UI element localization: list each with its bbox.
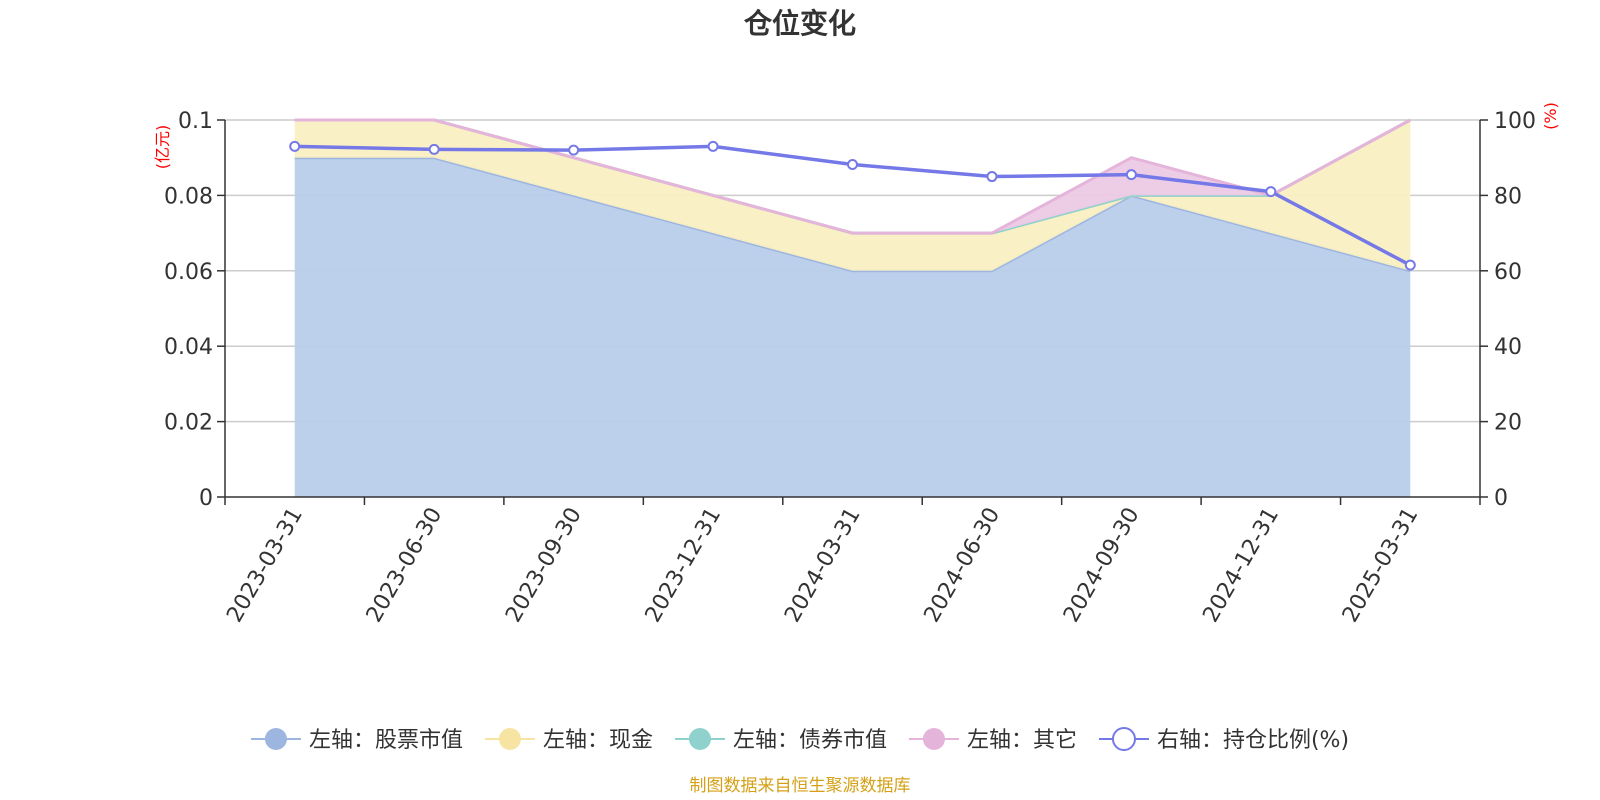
line-point bbox=[1265, 186, 1277, 198]
line-point bbox=[1404, 259, 1416, 271]
stacked-areas bbox=[294, 118, 1411, 497]
line-point bbox=[568, 144, 580, 156]
left-axis-tick-label: 0 bbox=[199, 486, 213, 511]
legend-item: 左轴：现金 bbox=[484, 728, 653, 753]
chart-title: 仓位变化 bbox=[744, 7, 856, 40]
x-axis-tick-label: 2024-09-30 bbox=[1059, 504, 1145, 627]
area-edge-左轴：其它 bbox=[294, 118, 1411, 235]
x-axis-tick-label: 2024-06-30 bbox=[920, 504, 1006, 627]
x-axis-tick-label: 2023-12-31 bbox=[641, 504, 727, 627]
legend-circle-icon bbox=[264, 728, 287, 750]
legend-label: 左轴：股票市值 bbox=[309, 728, 463, 753]
line-point bbox=[707, 140, 719, 152]
source-note: 制图数据来自恒生聚源数据库 bbox=[690, 776, 911, 796]
legend-item: 右轴：持仓比例(%) bbox=[1098, 727, 1349, 753]
area-左轴：股票市值 bbox=[294, 157, 1411, 497]
legend-circle-icon bbox=[922, 728, 945, 750]
legend-item: 左轴：债券市值 bbox=[674, 728, 887, 753]
legend: 左轴：股票市值 左轴：现金 左轴：债券市值 左轴：其它 右轴：持仓比例(%) bbox=[250, 727, 1349, 753]
legend-label: 右轴：持仓比例(%) bbox=[1157, 728, 1349, 753]
right-axis-tick-label: 80 bbox=[1494, 184, 1522, 209]
axes bbox=[217, 119, 1488, 505]
right-axis-tick-label: 20 bbox=[1494, 411, 1522, 436]
x-axis-tick-label: 2023-06-30 bbox=[362, 504, 448, 627]
x-axis-tick-label: 2024-03-31 bbox=[780, 504, 866, 627]
legend-label: 左轴：现金 bbox=[543, 728, 653, 753]
right-axis-unit: (%) bbox=[1541, 102, 1560, 130]
x-axis-tick-label: 2023-03-31 bbox=[222, 504, 308, 627]
left-axis-tick-label: 0.04 bbox=[164, 335, 213, 360]
left-axis-tick-label: 0.02 bbox=[164, 411, 213, 436]
line-point bbox=[428, 143, 440, 155]
left-axis-tick-label: 0.06 bbox=[164, 260, 213, 285]
right-axis-tick-label: 100 bbox=[1494, 109, 1536, 134]
line-point bbox=[847, 158, 858, 170]
legend-label: 左轴：其它 bbox=[967, 728, 1077, 753]
left-axis-tick-label: 0.08 bbox=[164, 184, 213, 209]
position-ratio-line bbox=[289, 140, 1416, 271]
x-axis-tick-label: 2024-12-31 bbox=[1198, 504, 1284, 627]
line-point bbox=[1125, 169, 1137, 181]
right-axis-tick-label: 0 bbox=[1494, 486, 1508, 511]
legend-circle-icon bbox=[1111, 727, 1136, 751]
legend-label: 左轴：债券市值 bbox=[733, 728, 887, 753]
line-point bbox=[289, 140, 301, 152]
left-axis-tick-label: 0.1 bbox=[178, 109, 213, 134]
legend-circle-icon bbox=[498, 728, 521, 750]
x-axis-tick-label: 2025-03-31 bbox=[1338, 504, 1424, 627]
left-axis-unit: (亿元) bbox=[153, 125, 172, 170]
legend-item: 左轴：股票市值 bbox=[250, 728, 463, 753]
legend-item: 左轴：其它 bbox=[908, 728, 1077, 753]
legend-circle-icon bbox=[688, 728, 711, 750]
line-point bbox=[986, 171, 998, 183]
right-axis-tick-label: 40 bbox=[1494, 335, 1522, 360]
area-左轴：其它 bbox=[294, 120, 1411, 234]
right-axis-tick-label: 60 bbox=[1494, 260, 1522, 285]
x-axis-tick-label: 2023-09-30 bbox=[501, 504, 587, 627]
